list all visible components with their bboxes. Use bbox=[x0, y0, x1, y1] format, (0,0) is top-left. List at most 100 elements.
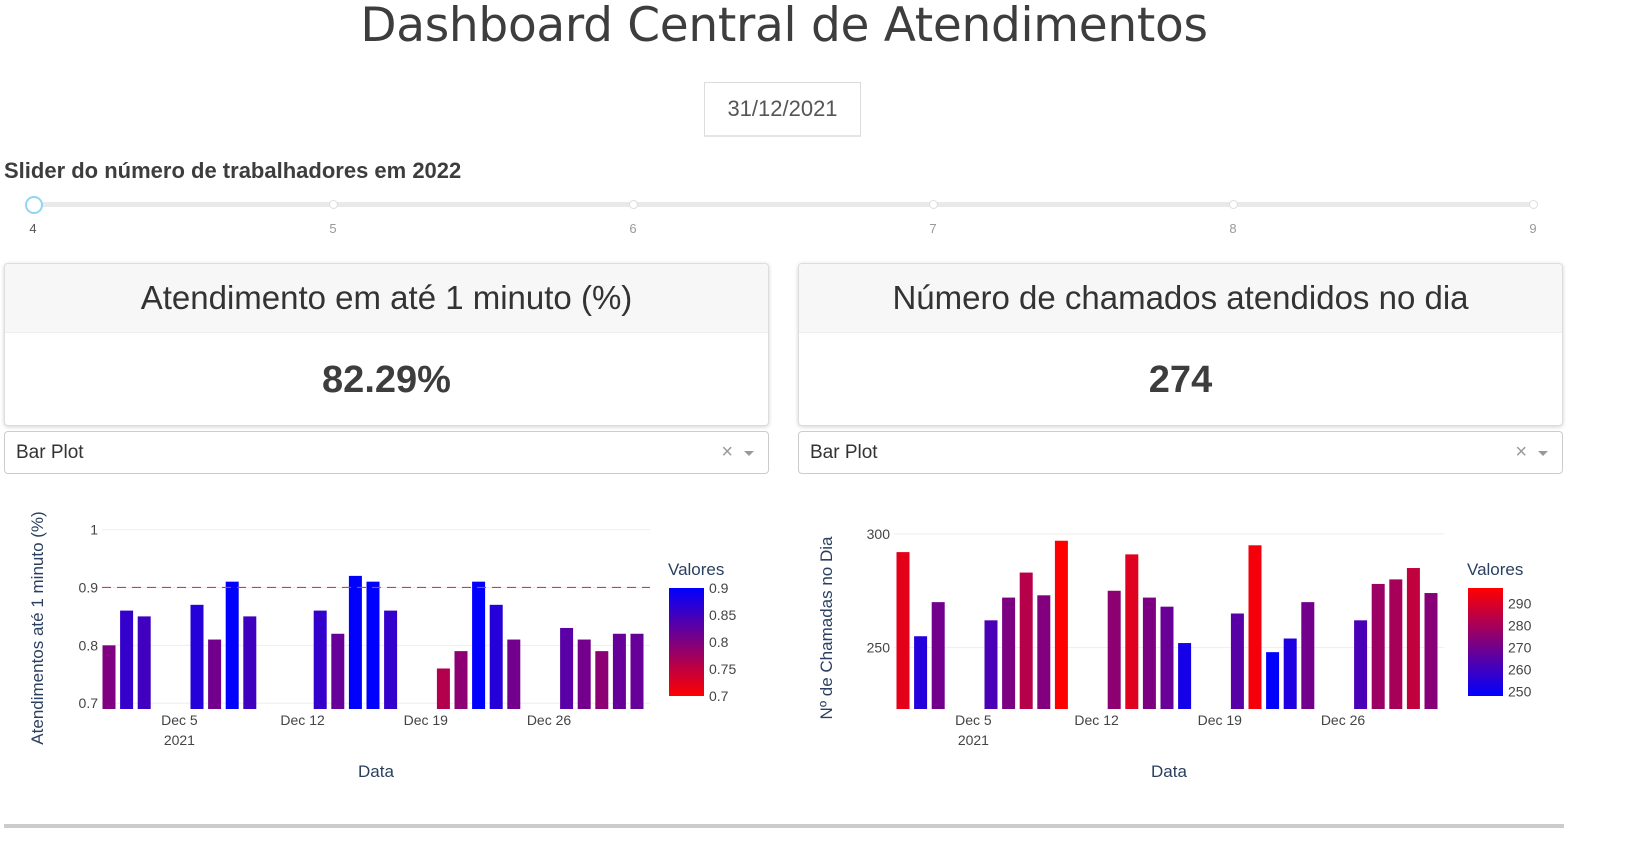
bar bbox=[137, 616, 151, 709]
x-tick-label: Dec 5 bbox=[161, 712, 198, 728]
x-tick-label: Dec 12 bbox=[280, 712, 325, 728]
x-tick-label: Dec 26 bbox=[1321, 712, 1366, 728]
slider-mark[interactable]: 6 bbox=[629, 221, 637, 236]
y-axis-title: Nº de Chamadas no Dia bbox=[817, 536, 836, 719]
clear-icon[interactable]: × bbox=[721, 441, 733, 463]
slider-dot[interactable] bbox=[1529, 200, 1538, 209]
colorbar-tick-label: 0.75 bbox=[709, 661, 736, 677]
bar bbox=[384, 610, 398, 709]
bar bbox=[1301, 602, 1315, 709]
colorbar-tick-label: 0.7 bbox=[709, 688, 729, 704]
bar bbox=[1266, 652, 1280, 709]
y-tick-label: 0.9 bbox=[79, 579, 99, 595]
y-tick-label: 0.7 bbox=[79, 695, 99, 711]
bar bbox=[489, 604, 503, 709]
bar bbox=[560, 627, 574, 709]
bar bbox=[102, 645, 116, 709]
x-tick-label: Dec 19 bbox=[404, 712, 449, 728]
bar bbox=[1248, 545, 1262, 709]
bar bbox=[1230, 613, 1244, 709]
bar bbox=[1160, 606, 1174, 709]
y-tick-label: 0.8 bbox=[79, 637, 99, 653]
dropdown-value: Bar Plot bbox=[16, 441, 84, 463]
bar bbox=[577, 639, 591, 709]
slider-mark[interactable]: 7 bbox=[929, 221, 937, 236]
colorbar-tick-label: 0.9 bbox=[709, 580, 729, 596]
bar bbox=[190, 604, 204, 709]
clear-icon[interactable]: × bbox=[1515, 441, 1527, 463]
bar bbox=[1389, 579, 1403, 709]
kpi-card-calls-count: Número de chamados atendidos no dia 274 bbox=[798, 263, 1563, 426]
x-tick-label: Dec 5 bbox=[955, 712, 992, 728]
bottom-divider bbox=[4, 824, 1564, 828]
bar bbox=[507, 639, 521, 709]
slider-mark[interactable]: 8 bbox=[1229, 221, 1237, 236]
y-tick-label: 300 bbox=[867, 526, 891, 542]
colorbar-tick-label: 280 bbox=[1508, 617, 1532, 633]
bar bbox=[931, 602, 945, 709]
slider-mark[interactable]: 4 bbox=[29, 221, 37, 236]
x-tick-label: Dec 19 bbox=[1198, 712, 1243, 728]
y-axis-title: Atendimentos até 1 minuto (%) bbox=[28, 511, 47, 744]
bar bbox=[313, 610, 327, 709]
x-tick-year: 2021 bbox=[958, 732, 989, 748]
card-value: 82.29% bbox=[322, 358, 451, 401]
card-value: 274 bbox=[1148, 358, 1213, 401]
slider-rail[interactable] bbox=[33, 202, 1533, 207]
legend-title: Valores bbox=[668, 560, 724, 579]
slider-dot[interactable] bbox=[329, 200, 338, 209]
y-tick-label: 1 bbox=[90, 522, 98, 538]
x-tick-label: Dec 12 bbox=[1074, 712, 1119, 728]
slider-dot[interactable] bbox=[929, 200, 938, 209]
y-tick-label: 250 bbox=[867, 640, 891, 656]
bar bbox=[225, 581, 239, 709]
calls-bar-chart: 250 300 Dec 5 Dec 12 Dec 19 Dec 26 2021 Data Nº … bbox=[817, 526, 1532, 781]
bar bbox=[472, 581, 486, 709]
dropdown-value: Bar Plot bbox=[810, 441, 878, 463]
bar bbox=[1371, 583, 1385, 709]
bar bbox=[454, 651, 468, 709]
bar bbox=[1125, 554, 1139, 709]
colorbar bbox=[669, 588, 704, 696]
colorbar-tick-label: 250 bbox=[1508, 684, 1532, 700]
bar bbox=[1142, 597, 1156, 709]
colorbar-tick-label: 0.8 bbox=[709, 634, 729, 650]
bar bbox=[366, 581, 380, 709]
slider-dot[interactable] bbox=[1229, 200, 1238, 209]
bar bbox=[914, 636, 928, 709]
bar bbox=[612, 633, 626, 709]
x-axis-title: Data bbox=[358, 762, 394, 781]
colorbar-tick-label: 0.85 bbox=[709, 607, 736, 623]
page-title: Dashboard Central de Atendimentos bbox=[360, 0, 1208, 53]
chevron-down-icon[interactable] bbox=[744, 451, 754, 456]
chevron-down-icon[interactable] bbox=[1538, 451, 1548, 456]
chart-type-dropdown-left[interactable]: Bar Plot × bbox=[4, 431, 769, 474]
x-axis-title: Data bbox=[1151, 762, 1187, 781]
bar bbox=[120, 610, 134, 709]
legend-title: Valores bbox=[1467, 560, 1523, 579]
response-rate-bar-chart: 0.7 0.8 0.9 1 Dec 5 Dec 12 Dec 19 Dec 26 2021 Dat… bbox=[28, 511, 736, 781]
colorbar-tick-label: 270 bbox=[1508, 640, 1532, 656]
x-tick-label: Dec 26 bbox=[527, 712, 572, 728]
bar bbox=[436, 668, 450, 709]
colorbar-tick-label: 260 bbox=[1508, 662, 1532, 678]
colorbar-tick-label: 290 bbox=[1508, 595, 1532, 611]
bar bbox=[1283, 638, 1297, 709]
bar bbox=[1019, 572, 1033, 709]
bar bbox=[208, 639, 222, 709]
kpi-card-response-rate: Atendimento em até 1 minuto (%) 82.29% bbox=[4, 263, 769, 426]
slider-mark[interactable]: 5 bbox=[329, 221, 337, 236]
slider-mark[interactable]: 9 bbox=[1529, 221, 1537, 236]
x-tick-year: 2021 bbox=[164, 732, 195, 748]
chart-type-dropdown-right[interactable]: Bar Plot × bbox=[798, 431, 1563, 474]
bar bbox=[331, 633, 345, 709]
bar bbox=[243, 616, 257, 709]
bar bbox=[984, 620, 998, 709]
bar bbox=[1054, 540, 1068, 709]
date-picker[interactable]: 31/12/2021 bbox=[704, 82, 861, 137]
bar bbox=[1424, 593, 1438, 709]
bar bbox=[1354, 620, 1368, 709]
bar bbox=[1178, 643, 1192, 709]
slider-dot[interactable] bbox=[629, 200, 638, 209]
slider-handle[interactable] bbox=[25, 196, 43, 214]
